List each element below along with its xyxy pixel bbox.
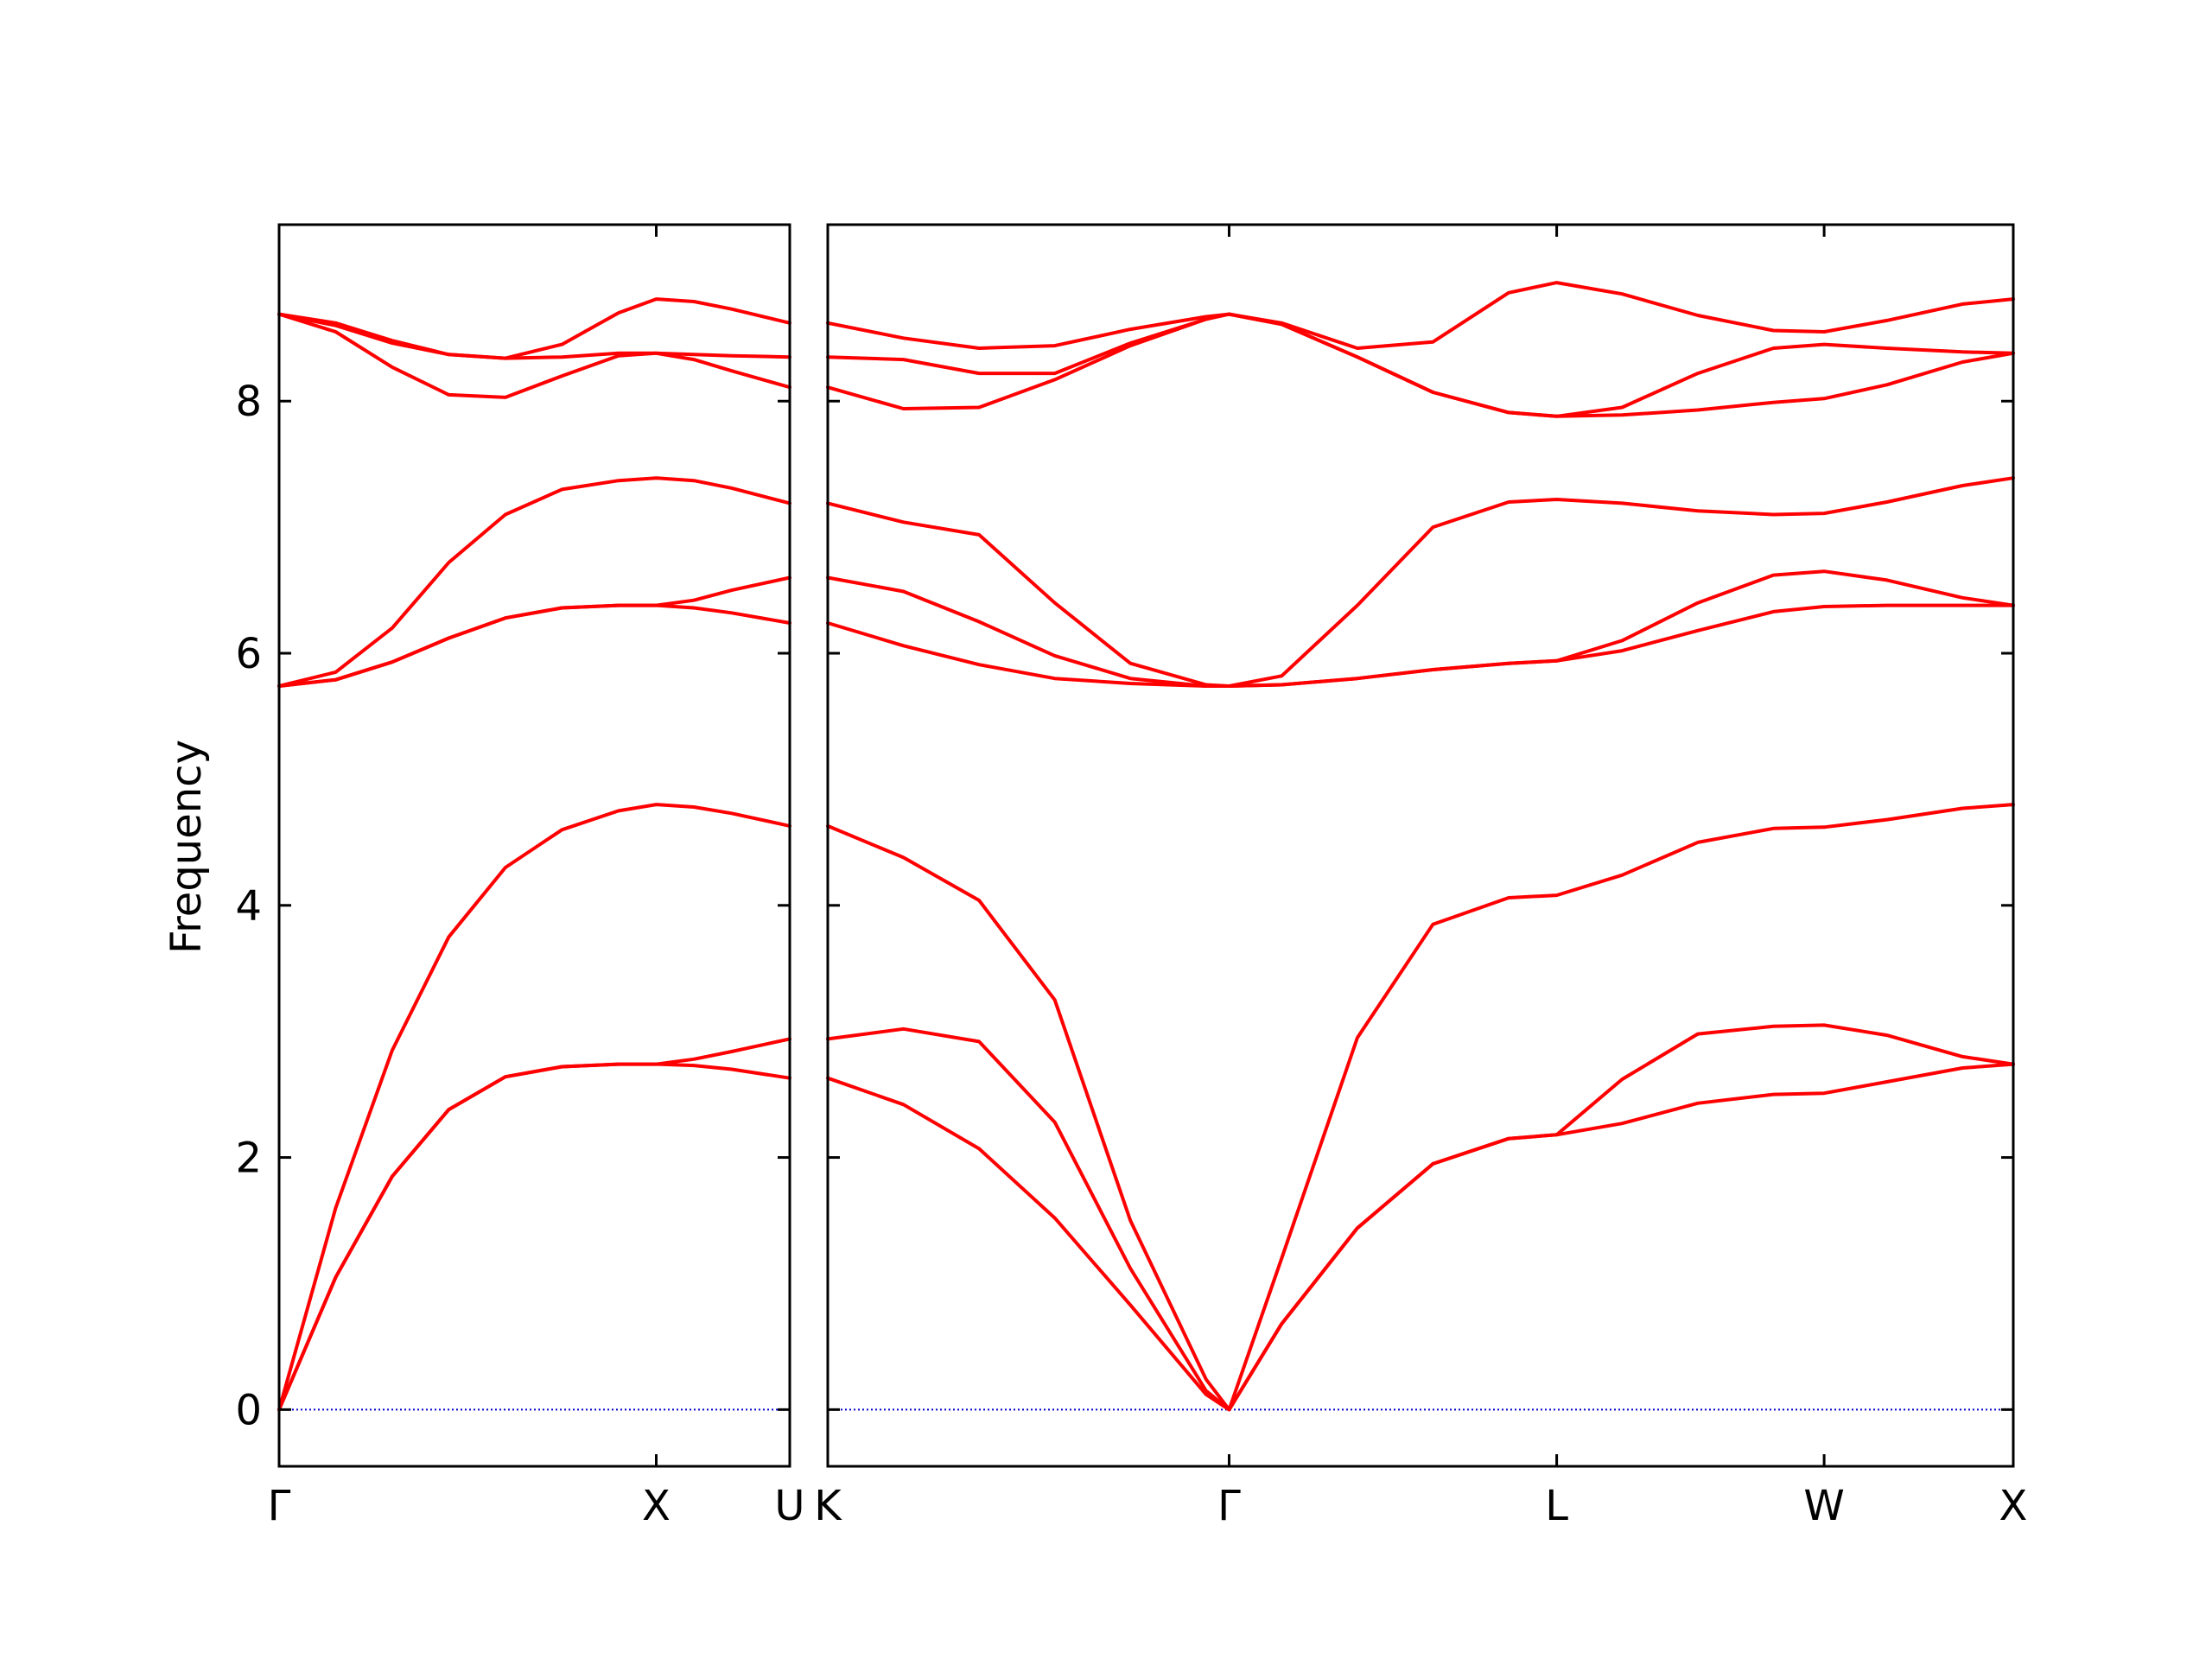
band-line-1 (826, 1062, 2015, 1412)
band-line-6 (826, 476, 2015, 688)
band-line-9 (277, 297, 791, 360)
band-line-3 (826, 803, 2015, 1412)
x-tick-label: Γ (1217, 1482, 1241, 1530)
panel-frame (826, 223, 2015, 1468)
band-line-9 (826, 281, 2015, 350)
band-line-2 (277, 1037, 791, 1412)
y-tick-label: 8 (235, 378, 262, 426)
band-line-6 (277, 575, 791, 688)
chart-panels: 0 2 4 6 8 Γ X U K Γ L W X (235, 223, 2028, 1530)
x-tick-label: U (774, 1482, 804, 1530)
band-line-2 (826, 1023, 2015, 1412)
y-tick-label: 0 (235, 1386, 262, 1434)
y-tick-label: 4 (235, 882, 262, 931)
band-line-8 (277, 312, 791, 360)
y-tick-label: 6 (235, 630, 262, 678)
y-axis-label: Frequency (162, 740, 211, 954)
band-line-7 (277, 312, 791, 399)
y-tick-label: 2 (235, 1135, 262, 1183)
x-tick-label: K (814, 1482, 842, 1530)
x-tick-label: X (1999, 1482, 2028, 1530)
panel-frame (277, 223, 791, 1468)
x-tick-label: X (642, 1482, 671, 1530)
band-line-3 (277, 803, 791, 1412)
band-line-8 (826, 312, 2015, 418)
x-tick-label: W (1803, 1482, 1844, 1530)
band-line-5 (277, 476, 791, 688)
x-tick-label: Γ (268, 1482, 291, 1530)
x-tick-label: L (1545, 1482, 1568, 1530)
band-line-4 (826, 603, 2015, 688)
band-line-5 (826, 569, 2015, 688)
band-line-1 (277, 1062, 791, 1412)
panel-gamma-x-u: 0 2 4 6 8 Γ X U (235, 223, 805, 1530)
